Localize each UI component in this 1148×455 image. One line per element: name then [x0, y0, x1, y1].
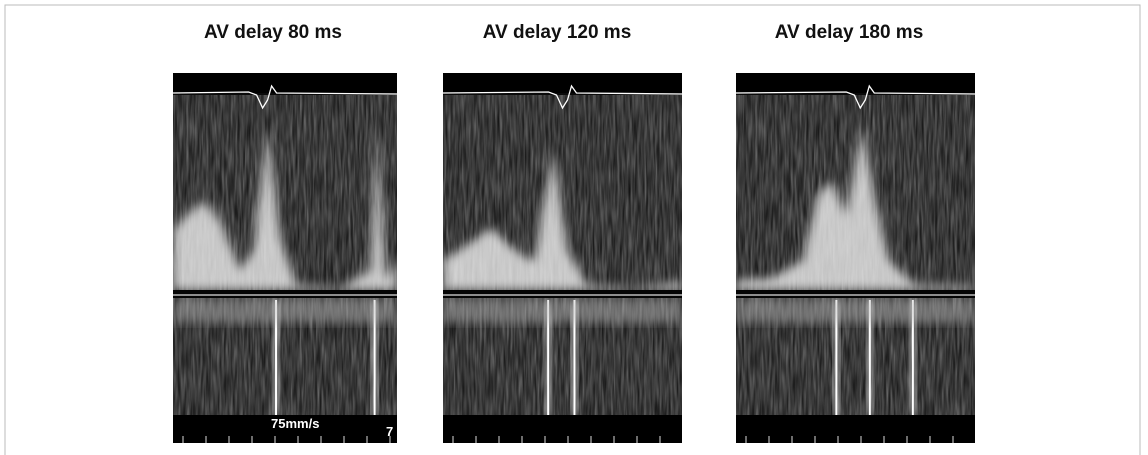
doppler-panel: [443, 73, 682, 443]
top-band: [173, 73, 397, 93]
flow-envelope: [173, 120, 397, 290]
ecg-trace: [173, 84, 397, 110]
lower-haze: [443, 298, 682, 323]
top-band: [443, 73, 682, 93]
bottom-band: [443, 415, 682, 443]
lower-haze: [736, 298, 975, 323]
baseline-band: [173, 290, 397, 298]
panel-title: AV delay 180 ms: [775, 22, 924, 43]
panel-title: AV delay 120 ms: [483, 22, 632, 43]
ecg-trace: [736, 84, 975, 110]
flow-envelope: [736, 125, 975, 290]
doppler-panel: [736, 73, 975, 443]
lower-haze: [173, 298, 397, 323]
doppler-panel: [173, 73, 397, 443]
top-band: [736, 73, 975, 93]
baseline-band: [443, 290, 682, 298]
edge-label: 7: [386, 424, 393, 439]
bottom-band: [736, 415, 975, 443]
frame: [4, 4, 1141, 455]
flow-envelope: [443, 150, 682, 290]
bottom-band: [173, 415, 397, 443]
baseline-band: [736, 290, 975, 298]
ecg-trace: [443, 84, 682, 110]
speed-label: 75mm/s: [271, 416, 319, 431]
panel-title: AV delay 80 ms: [204, 22, 342, 43]
